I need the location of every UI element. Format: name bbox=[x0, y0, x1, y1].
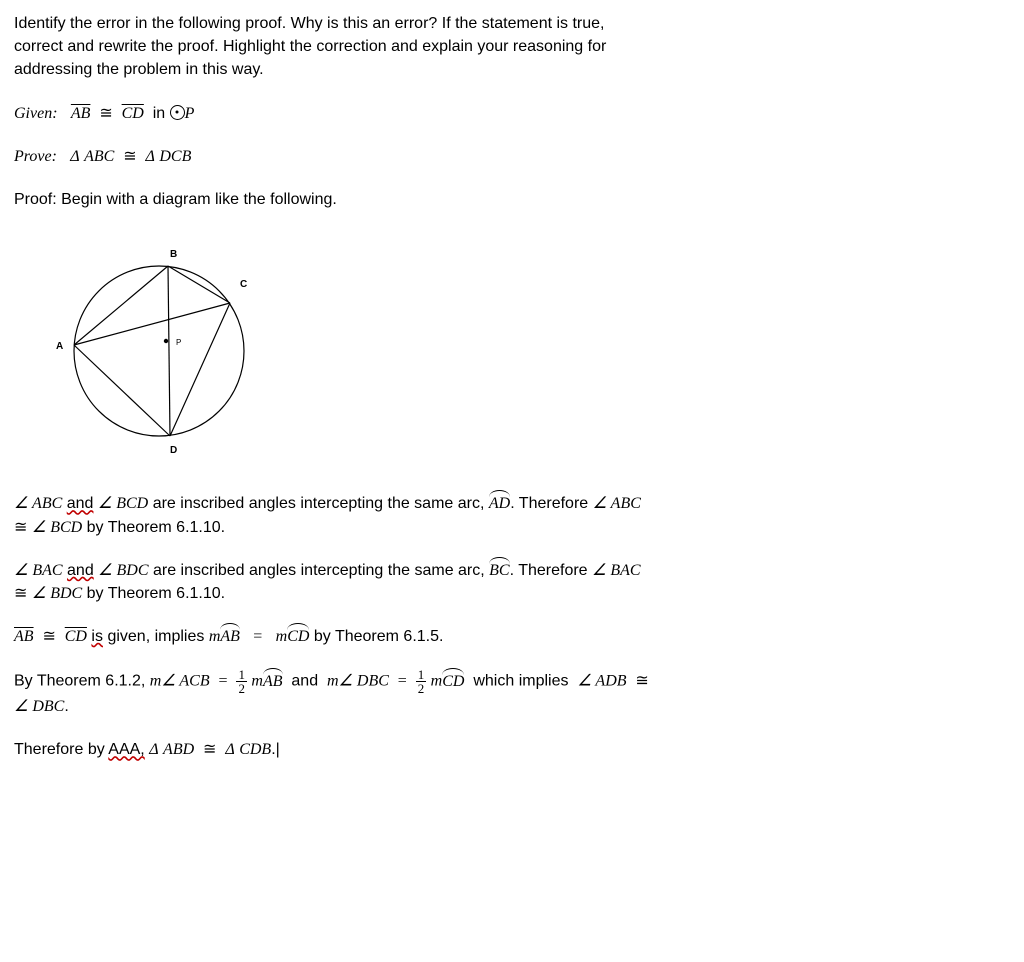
p5-tri1: Δ bbox=[149, 741, 158, 758]
given-seg2: CD bbox=[122, 105, 144, 122]
proof-p3: AB ≅ CD is given, implies mAB = mCD by T… bbox=[14, 625, 1010, 648]
p1-mid: are inscribed angles intercepting the sa… bbox=[153, 495, 485, 512]
p4-ang4: ∠ DBC bbox=[14, 698, 64, 715]
p4-arc1: AB bbox=[263, 670, 283, 693]
p3-eq: = bbox=[253, 628, 262, 645]
p1-cong: ≅ bbox=[14, 519, 27, 536]
intro-paragraph: Identify the error in the following proo… bbox=[14, 12, 1010, 82]
prove-label: Prove bbox=[14, 148, 52, 165]
p2-arc-bc: BC bbox=[489, 559, 509, 582]
p3-arc1: AB bbox=[220, 625, 240, 648]
prove-t2: DCB bbox=[159, 148, 191, 165]
p4-period: . bbox=[64, 698, 68, 715]
p2-mid: are inscribed angles intercepting the sa… bbox=[153, 562, 485, 579]
p3-seg1: AB bbox=[14, 628, 34, 645]
prove-tri2: Δ bbox=[146, 148, 155, 165]
p2-tail: . Therefore bbox=[510, 562, 588, 579]
p5-lead: Therefore by bbox=[14, 741, 105, 758]
p4-cong: ≅ bbox=[635, 673, 648, 690]
given-cong: ≅ bbox=[99, 105, 112, 122]
p4-m4: m bbox=[431, 673, 443, 690]
p5-tri2: Δ bbox=[225, 741, 234, 758]
p4-m2: m bbox=[251, 673, 263, 690]
svg-text:P: P bbox=[176, 338, 181, 347]
p4-m3: m bbox=[327, 673, 339, 690]
proof-p2: ∠ BAC and ∠ BDC are inscribed angles int… bbox=[14, 559, 1010, 605]
p5-t1: ABD bbox=[163, 741, 194, 758]
p4-eq1: = bbox=[219, 673, 228, 690]
given-seg1: AB bbox=[71, 105, 91, 122]
p4-ang1: ∠ ACB bbox=[161, 673, 209, 690]
p5-cong: ≅ bbox=[203, 741, 216, 758]
p1-tail: . Therefore bbox=[510, 495, 588, 512]
p2-angle-bdc: ∠ BDC bbox=[98, 562, 148, 579]
proof-intro: Proof: Begin with a diagram like the fol… bbox=[14, 188, 1010, 211]
p3-is: is bbox=[91, 628, 103, 645]
p1-and: and bbox=[67, 495, 94, 512]
p2-angle-bac2: ∠ BAC bbox=[592, 562, 641, 579]
p2-angle-bac: ∠ BAC bbox=[14, 562, 63, 579]
p1-thm: by Theorem 6.1.10. bbox=[87, 519, 225, 536]
prove-tri1: Δ bbox=[70, 148, 79, 165]
p4-m1: m bbox=[150, 673, 162, 690]
p4-and: and bbox=[291, 673, 318, 690]
proof-p1: ∠ ABC and ∠ BCD are inscribed angles int… bbox=[14, 492, 1010, 538]
p4-eq2: = bbox=[398, 673, 407, 690]
intro-l3: addressing the problem in this way. bbox=[14, 61, 264, 78]
p4-which: which implies bbox=[473, 673, 568, 690]
p3-mid: given, implies bbox=[107, 628, 204, 645]
p5-end: .| bbox=[271, 741, 280, 758]
p2-thm: by Theorem 6.1.10. bbox=[87, 585, 225, 602]
p1-angle-abc2: ∠ ABC bbox=[593, 495, 641, 512]
given-in: in bbox=[153, 105, 165, 122]
circle-diagram: A B C D P bbox=[14, 231, 1010, 468]
p4-arc2: CD bbox=[442, 670, 464, 693]
given-circle: P bbox=[185, 105, 195, 122]
p3-m2: m bbox=[276, 628, 288, 645]
p5-aaa: AAA, bbox=[108, 741, 144, 758]
p3-seg2: CD bbox=[65, 628, 87, 645]
svg-text:A: A bbox=[56, 341, 63, 352]
p5-t2: CDB bbox=[239, 741, 271, 758]
p4-ang3: ∠ ADB bbox=[577, 673, 626, 690]
p4-lead: By Theorem 6.1.2, bbox=[14, 673, 145, 690]
p4-ang2: ∠ DBC bbox=[339, 673, 389, 690]
given-line: Given: AB ≅ CD in P bbox=[14, 102, 1010, 125]
p1-angle-bcd: ∠ BCD bbox=[98, 495, 148, 512]
proof-p4: By Theorem 6.1.2, m∠ ACB = 12 mAB and m∠… bbox=[14, 668, 1010, 718]
p4-half2: 12 bbox=[416, 668, 427, 695]
proof-p5: Therefore by AAA, Δ ABD ≅ Δ CDB.| bbox=[14, 738, 1010, 761]
prove-t1: ABC bbox=[84, 148, 114, 165]
p2-and: and bbox=[67, 562, 94, 579]
diagram-svg: A B C D P bbox=[14, 231, 274, 461]
p2-angle-bdc2: ∠ BDC bbox=[32, 585, 82, 602]
prove-cong: ≅ bbox=[123, 148, 136, 165]
intro-l2: correct and rewrite the proof. Highlight… bbox=[14, 38, 606, 55]
p1-angle-bcd2: ∠ BCD bbox=[32, 519, 82, 536]
p3-arc2: CD bbox=[287, 625, 309, 648]
p3-m1: m bbox=[209, 628, 221, 645]
given-label: Given bbox=[14, 105, 52, 122]
svg-text:C: C bbox=[240, 279, 247, 290]
p3-cong: ≅ bbox=[42, 628, 55, 645]
svg-text:B: B bbox=[170, 249, 177, 260]
p4-half1: 12 bbox=[236, 668, 247, 695]
p1-arc-ad: AD bbox=[489, 492, 510, 515]
prove-line: Prove: Δ ABC ≅ Δ DCB bbox=[14, 145, 1010, 168]
p2-cong: ≅ bbox=[14, 585, 27, 602]
intro-l1: Identify the error in the following proo… bbox=[14, 15, 605, 32]
svg-text:D: D bbox=[170, 445, 177, 456]
p3-thm: by Theorem 6.1.5. bbox=[314, 628, 444, 645]
circle-icon bbox=[170, 105, 185, 120]
p1-angle-abc: ∠ ABC bbox=[14, 495, 62, 512]
